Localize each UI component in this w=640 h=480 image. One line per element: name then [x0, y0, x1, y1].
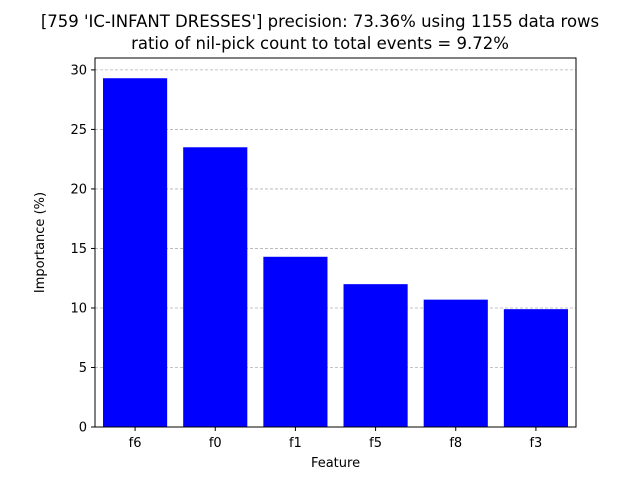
bar-f1	[263, 256, 328, 427]
x-axis: f6 f0 f1 f5 f8 f3	[129, 427, 542, 451]
bar-f8	[423, 299, 488, 427]
y-tick-label: 20	[70, 182, 87, 197]
y-tick-label: 25	[70, 123, 87, 138]
chart-title: [759 'IC-INFANT DRESSES'] precision: 73.…	[40, 12, 600, 31]
bars	[103, 78, 568, 428]
bar-f3	[503, 309, 568, 427]
x-tick-label: f8	[449, 436, 462, 451]
gridlines	[95, 69, 576, 368]
y-tick-label: 15	[70, 242, 87, 257]
y-axis-label: Importance (%)	[33, 192, 48, 293]
x-tick-label: f1	[289, 436, 302, 451]
y-tick-label: 10	[70, 301, 87, 316]
bar-f0	[183, 147, 248, 427]
chart-subtitle: ratio of nil-pick count to total events …	[131, 34, 509, 53]
x-tick-label: f0	[209, 436, 222, 451]
x-tick-label: f3	[529, 436, 542, 451]
y-tick-label: 30	[70, 63, 87, 78]
x-tick-label: f6	[129, 436, 142, 451]
y-tick-label: 0	[79, 421, 87, 436]
x-axis-label: Feature	[311, 456, 360, 471]
bar-f5	[343, 284, 408, 427]
y-tick-label: 5	[79, 361, 87, 376]
y-axis: 0 5 10 15 20 25 30	[70, 63, 95, 436]
x-tick-label: f5	[369, 436, 382, 451]
bar-f6	[103, 78, 168, 428]
plot-frame	[94, 57, 577, 428]
